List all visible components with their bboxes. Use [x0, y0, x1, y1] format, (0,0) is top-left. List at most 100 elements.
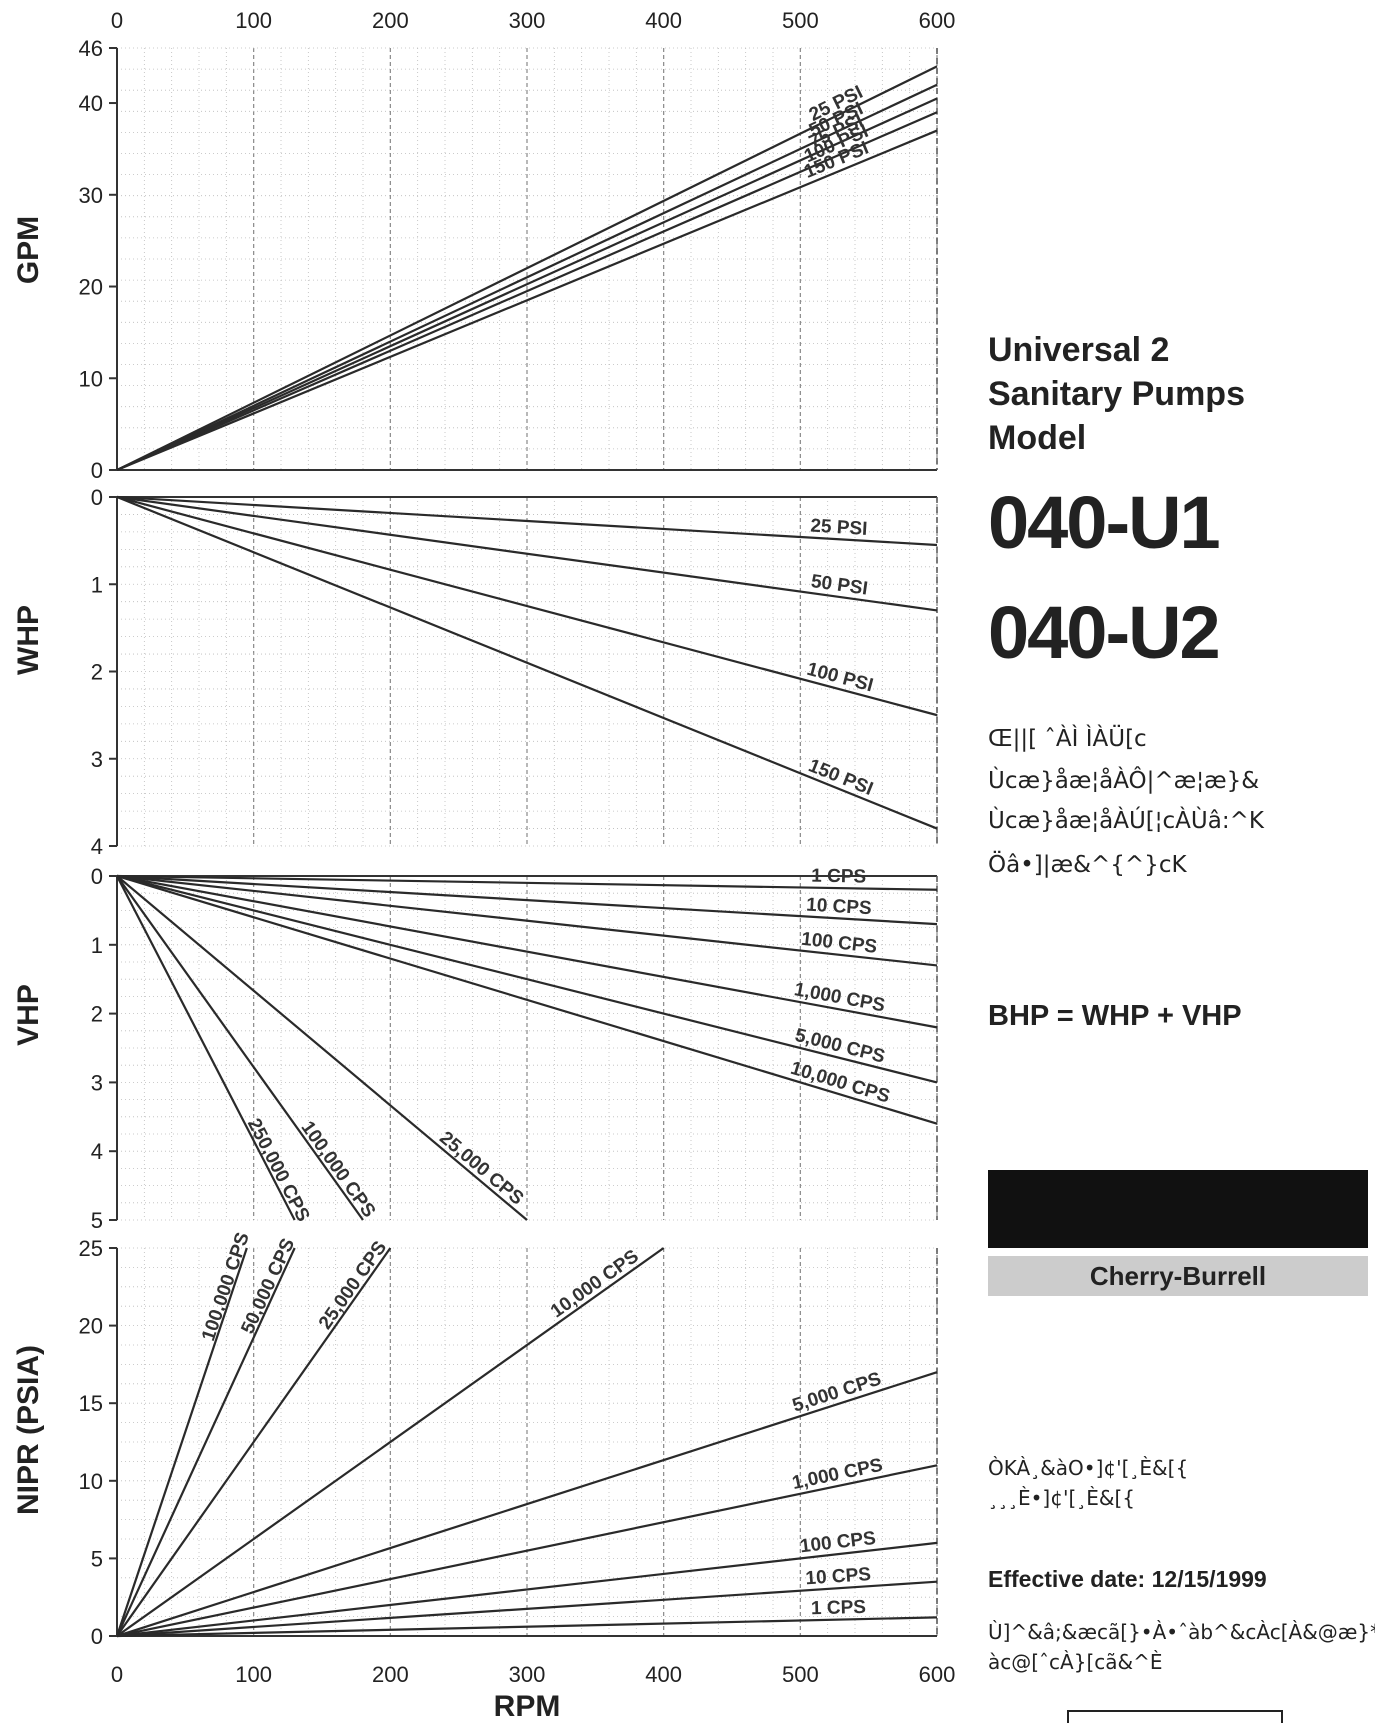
- title-line-2: Sanitary Pumps: [988, 375, 1245, 413]
- y-tick-label: 2: [91, 1002, 103, 1027]
- series-line: [116, 874, 938, 1125]
- series-label: 50 PSI: [810, 571, 869, 600]
- y-tick-label: 2: [91, 660, 103, 685]
- y-tick-label: 0: [91, 458, 103, 483]
- model-number-2: 040-U2: [988, 591, 1221, 674]
- brand-logo: [988, 1170, 1368, 1248]
- curves-layer: [115, 65, 938, 1638]
- x-tick-label: 400: [645, 1662, 682, 1687]
- y-tick-label: 30: [79, 183, 103, 208]
- y-tick-label: 3: [91, 747, 103, 772]
- y-tick-label: 1: [91, 933, 103, 958]
- spec-note-3: Ùcæ}åæ¦åÀÚ[¦cÀÙâ:^K: [988, 808, 1264, 834]
- series-line: [116, 111, 938, 472]
- x-tick-label: 500: [782, 1662, 819, 1687]
- series-line: [116, 874, 938, 967]
- grid-layer: [116, 47, 938, 1637]
- series-line: [116, 97, 938, 472]
- series-line: [116, 1580, 938, 1638]
- brand-subtitle: Cherry-Burrell: [988, 1256, 1368, 1296]
- series-label: 100 CPS: [800, 929, 878, 958]
- y-axis-title: WHP: [12, 605, 45, 675]
- effective-date: Effective date: 12/15/1999: [988, 1566, 1267, 1592]
- y-tick-label: 5: [91, 1208, 103, 1233]
- spec-note-4: Öâ•]|æ&^{^}cK: [988, 852, 1187, 878]
- y-axis-title: VHP: [12, 984, 45, 1046]
- x-axis-title: RPM: [494, 1690, 561, 1721]
- series-line: [116, 874, 938, 1084]
- x-tick-label: 100: [235, 8, 272, 33]
- series-line: [116, 495, 938, 612]
- y-axis-title: NIPR (PSIA): [12, 1345, 45, 1515]
- x-tick-label: 600: [919, 1662, 956, 1687]
- series-line: [116, 1247, 392, 1637]
- series-line: [115, 1247, 296, 1637]
- y-tick-label: 20: [79, 275, 103, 300]
- series-label: 10,000 CPS: [547, 1246, 643, 1322]
- series-line: [116, 1541, 938, 1638]
- series-line: [116, 874, 938, 891]
- x-tick-label: 300: [509, 8, 546, 33]
- series-label: 1 CPS: [811, 866, 866, 888]
- bhp-formula: BHP = WHP + VHP: [988, 1000, 1242, 1032]
- series-label: 1 CPS: [811, 1597, 866, 1619]
- y-tick-label: 40: [79, 91, 103, 116]
- series-line: [116, 874, 938, 926]
- spec-note-2: Ùcæ}åæ¦åÀÔ|^æ¦æ}&: [988, 768, 1260, 794]
- series-line: [116, 495, 938, 547]
- y-tick-label: 10: [79, 366, 103, 391]
- series-line: [116, 874, 938, 1029]
- y-tick-label: 25: [79, 1236, 103, 1261]
- y-tick-label: 0: [91, 485, 103, 510]
- y-tick-label: 0: [91, 864, 103, 889]
- series-label: 1,000 CPS: [793, 979, 887, 1016]
- series-line: [116, 875, 364, 1221]
- y-tick-label: 3: [91, 1070, 103, 1095]
- footer-note-2: àc@[ˆcÀ}[cã&^È: [988, 1650, 1163, 1674]
- y-tick-label: 15: [79, 1391, 103, 1416]
- x-tick-label: 300: [509, 1662, 546, 1687]
- y-tick-label: 5: [91, 1546, 103, 1571]
- series-line: [116, 875, 528, 1221]
- x-tick-label: 500: [782, 8, 819, 33]
- title-line-1: Universal 2: [988, 331, 1170, 369]
- series-line: [116, 65, 938, 471]
- series-label: 10 CPS: [805, 1564, 872, 1589]
- x-tick-label: 200: [372, 8, 409, 33]
- series-line: [116, 129, 938, 472]
- footer-box: [1067, 1710, 1283, 1723]
- contact-line-2: ¸¸¸È•]¢'[¸È&[{: [988, 1486, 1136, 1510]
- series-label: 5,000 CPS: [790, 1369, 884, 1417]
- series-label: 10 CPS: [806, 894, 873, 919]
- series-label: 100 PSI: [805, 659, 876, 697]
- y-tick-label: 20: [79, 1314, 103, 1339]
- series-line: [116, 1464, 938, 1638]
- series-label: 100 CPS: [799, 1528, 877, 1557]
- y-tick-label: 10: [79, 1469, 103, 1494]
- series-label: 150 PSI: [805, 755, 876, 800]
- y-tick-label: 1: [91, 572, 103, 597]
- spec-note-1: Œ||[ ˆÀÌ ÌÀÜ[c: [988, 726, 1147, 752]
- series-line: [116, 83, 938, 471]
- series-line: [115, 1247, 248, 1637]
- series-line: [116, 875, 296, 1221]
- x-tick-label: 0: [111, 1662, 123, 1687]
- y-tick-label: 4: [91, 834, 103, 859]
- series-line: [116, 1247, 665, 1637]
- series-line: [116, 495, 938, 830]
- contact-line-1: ÒKÀ¸&àO•]¢'[¸È&[{: [988, 1456, 1189, 1480]
- x-tick-label: 200: [372, 1662, 409, 1687]
- y-axis-title: GPM: [12, 216, 45, 284]
- series-line: [116, 1616, 938, 1638]
- y-tick-label: 46: [79, 36, 103, 61]
- x-tick-label: 600: [919, 8, 956, 33]
- series-line: [116, 495, 938, 717]
- x-tick-label: 100: [235, 1662, 272, 1687]
- title-line-3: Model: [988, 419, 1087, 457]
- model-number-1: 040-U1: [988, 481, 1221, 564]
- footer-note-1: Ù]^&â;&æcã[}•À•ˆàb^&cÀc[À&@æ}*^À: [988, 1620, 1375, 1644]
- series-label: 1,000 CPS: [790, 1455, 884, 1494]
